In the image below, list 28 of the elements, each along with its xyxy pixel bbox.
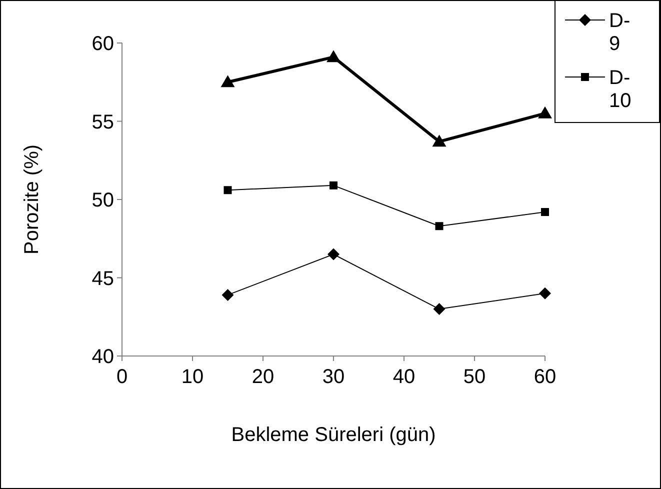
point (220, 75, 235, 88)
point (328, 248, 340, 260)
y-tick-label: 55 (92, 111, 114, 134)
legend-label: D-9 (609, 10, 630, 55)
point (224, 186, 232, 194)
y-tick-label: 45 (92, 268, 114, 290)
x-tick-label: 0 (116, 366, 128, 388)
x-axis-title: Bekleme Süreleri (gün) (231, 424, 436, 446)
legend-label: D-10 (609, 67, 632, 112)
point (326, 50, 340, 62)
point (222, 288, 234, 301)
y-tick-label: 60 (92, 33, 114, 55)
y-tick-label: 50 (92, 190, 114, 212)
y-axis-title: Porozite (%) (21, 144, 43, 255)
x-tick-label: 60 (534, 366, 556, 388)
x-tick-label: 40 (392, 366, 416, 388)
x-tick-label: 50 (463, 366, 486, 388)
point (435, 222, 444, 230)
point (539, 287, 551, 300)
point (541, 208, 549, 216)
x-tick-label: 30 (322, 366, 345, 388)
point (433, 303, 446, 316)
x-tick-label: 20 (252, 366, 274, 388)
point (432, 134, 446, 147)
point (330, 181, 338, 190)
x-tick-label: 10 (181, 366, 204, 388)
point (538, 106, 552, 118)
y-tick-label: 40 (92, 346, 114, 368)
